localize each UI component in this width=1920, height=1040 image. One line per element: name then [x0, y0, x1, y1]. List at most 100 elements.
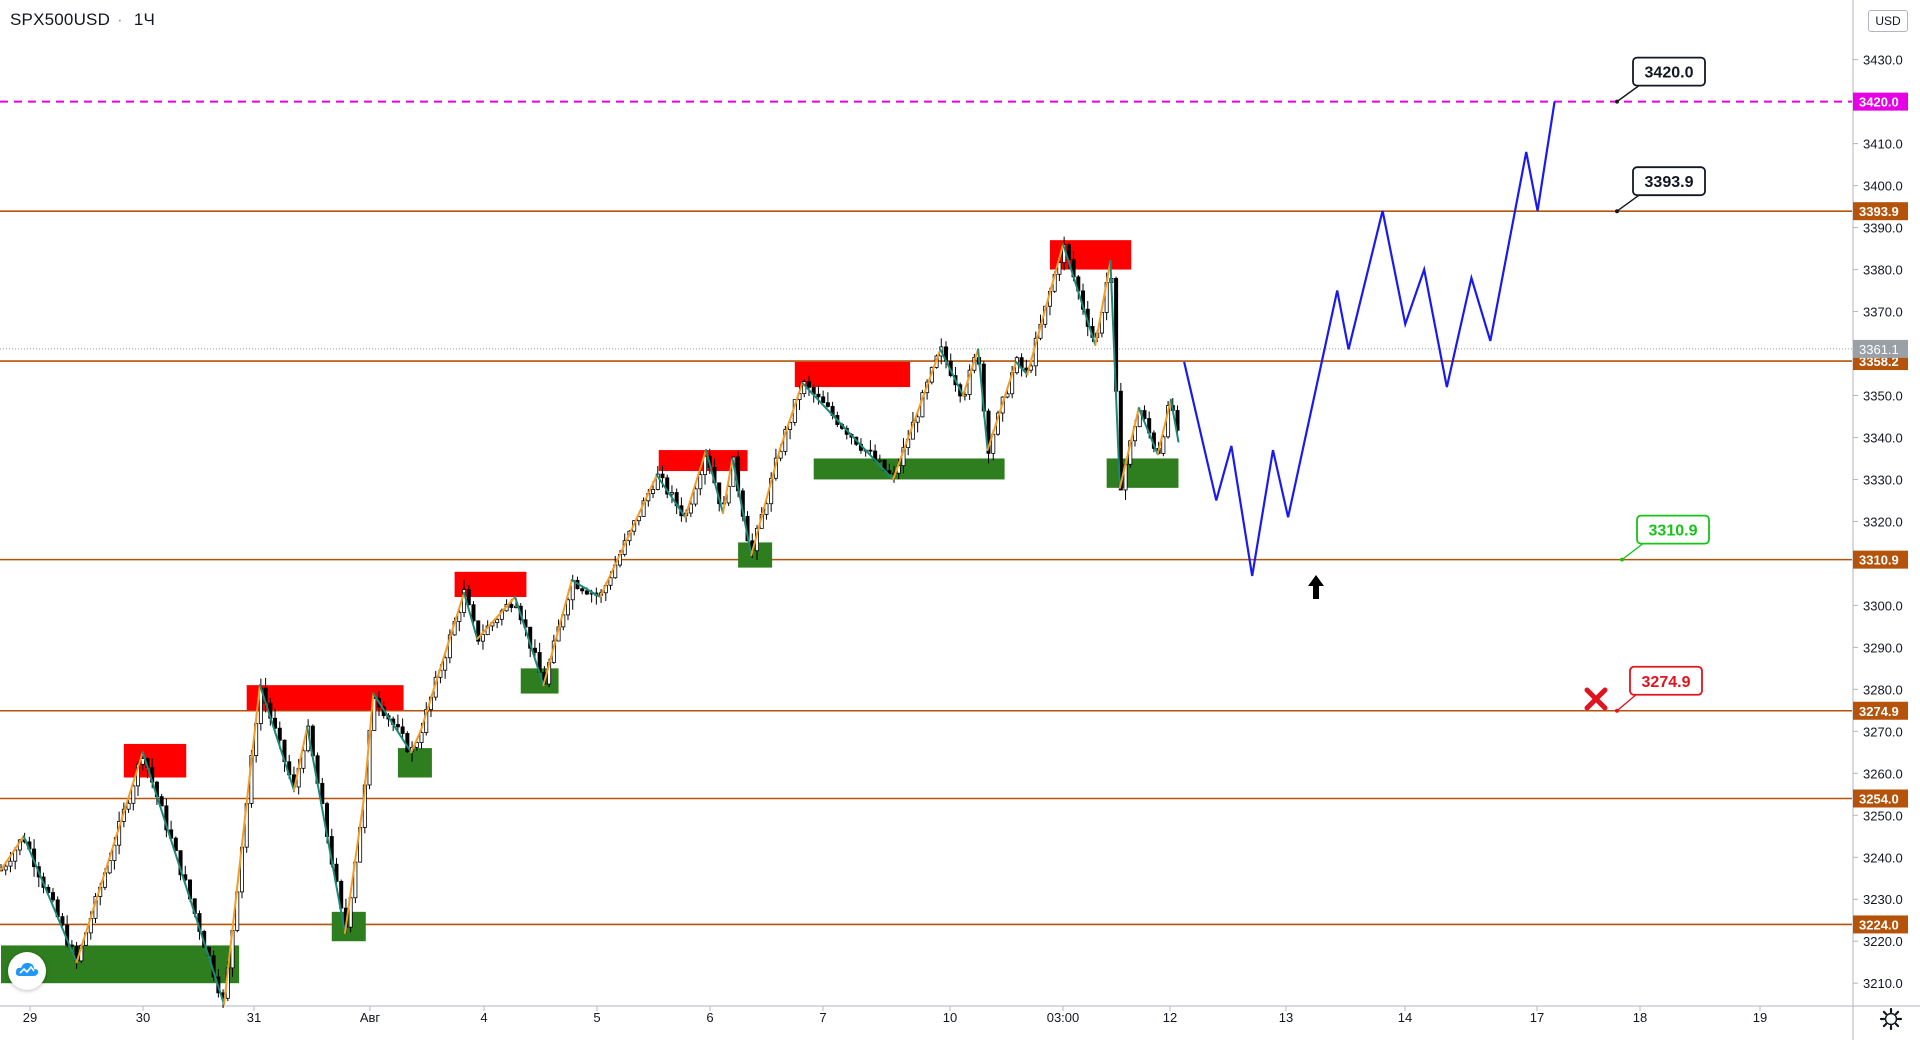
zigzag-down-leg [372, 692, 413, 754]
time-tick-label: 4 [480, 1010, 487, 1025]
candle-body [868, 449, 873, 452]
candle-body [566, 599, 571, 616]
price-tick-label: 3210.0 [1863, 976, 1903, 991]
cross-icon-graphic [1584, 687, 1608, 711]
price-tick-label: 3250.0 [1863, 808, 1903, 823]
candle-body [669, 492, 674, 495]
level-price-tag-label: 3420.0 [1859, 95, 1899, 110]
zigzag-up-leg [721, 457, 734, 515]
time-tick-label: 31 [247, 1010, 261, 1025]
candle-body [320, 782, 325, 805]
candle-body [419, 732, 424, 743]
candle-body [651, 489, 656, 494]
price-tick-label: 3270.0 [1863, 724, 1903, 739]
level-price-tag [1853, 915, 1908, 934]
zigzag-down-leg [22, 835, 78, 964]
candle-body [509, 604, 514, 608]
candle-body [665, 477, 670, 495]
candle-body [126, 802, 131, 810]
zigzag-up-leg [1156, 398, 1172, 456]
candle-body [580, 588, 585, 592]
up-arrow-icon [1305, 572, 1327, 602]
time-tick-label: 29 [23, 1010, 37, 1025]
zigzag-up-leg [892, 348, 942, 481]
callout-label: 3420.0 [1645, 65, 1694, 82]
timeframe-label: 1Ч [133, 10, 156, 29]
gear-icon-graphic [1879, 1007, 1903, 1031]
zigzag-up-leg [362, 692, 375, 800]
zigzag-down-leg [1062, 243, 1097, 347]
candle-body [532, 647, 537, 653]
zigzag-down-leg [655, 474, 687, 519]
candle-body [915, 416, 920, 423]
candle-body [1024, 367, 1029, 371]
callout-label: 3310.9 [1649, 523, 1698, 540]
currency-button[interactable]: USD [1868, 10, 1908, 32]
candle-body [140, 758, 145, 765]
price-tick-label: 3230.0 [1863, 892, 1903, 907]
zigzag-up-leg [419, 591, 466, 733]
up-arrow-graphic [1308, 575, 1324, 599]
callout-box [1636, 514, 1710, 545]
time-tick-label: 12 [1163, 1010, 1177, 1025]
candle-body [655, 473, 660, 490]
time-tick-label: Авг [360, 1010, 381, 1025]
forecast-path [1183, 101, 1556, 577]
level-price-tag [1853, 550, 1908, 569]
callout-box [1629, 665, 1703, 696]
candle-body [584, 590, 589, 595]
zigzag-up-leg [962, 348, 980, 397]
candle-body [400, 726, 405, 734]
zigzag-down-leg [141, 751, 226, 1006]
price-tick-label: 3430.0 [1863, 53, 1903, 68]
zigzag-up-leg [1094, 260, 1112, 347]
candle-body [660, 473, 665, 479]
zigzag-up-leg [75, 751, 144, 964]
support-zone [1106, 458, 1179, 488]
candle-body [443, 657, 448, 671]
level-price-tag-label: 3393.9 [1859, 204, 1899, 219]
time-tick-label: 19 [1753, 1010, 1767, 1025]
time-tick-label: 13 [1279, 1010, 1293, 1025]
level-price-tag-label: 3310.9 [1859, 553, 1899, 568]
candle-body [273, 717, 278, 729]
zigzag-down-leg [731, 457, 753, 557]
callout-leader [1621, 543, 1644, 561]
candle-body [50, 892, 55, 901]
cross-icon [1582, 685, 1610, 713]
candle-body [8, 860, 13, 867]
callout-box [1632, 56, 1706, 87]
zigzag-up-leg [542, 579, 573, 687]
support-zone [397, 748, 432, 778]
zigzag-down-leg [704, 449, 724, 515]
candle-body [608, 577, 613, 586]
level-price-tag-label: 3224.0 [1859, 917, 1899, 932]
callout-label: 3274.9 [1642, 674, 1691, 691]
symbol-title: SPX500USD · 1Ч [10, 10, 155, 30]
symbol-name: SPX500USD [10, 10, 111, 29]
support-zone [813, 458, 1005, 480]
resistance-zone [794, 361, 911, 388]
candle-body [277, 727, 282, 741]
time-tick-label: 17 [1530, 1010, 1544, 1025]
zigzag-down-leg [463, 591, 479, 640]
price-tick-label: 3280.0 [1863, 682, 1903, 697]
callout-leader [1616, 694, 1637, 712]
zigzag-up-leg [778, 381, 804, 452]
price-tick-label: 3220.0 [1863, 934, 1903, 949]
tradingview-cloud-icon[interactable] [8, 952, 46, 990]
candle-body [986, 410, 991, 454]
gear-icon[interactable] [1876, 1004, 1906, 1034]
zigzag-up-leg [599, 474, 658, 598]
current-price-tag [1853, 339, 1908, 358]
zigzag-up-leg [986, 360, 1017, 452]
candle-body [466, 589, 471, 606]
candle-body [173, 837, 178, 852]
candle-body [131, 785, 136, 804]
candle-body [1175, 410, 1180, 431]
time-tick-label: 7 [819, 1010, 826, 1025]
level-price-tag-label: 3274.9 [1859, 704, 1899, 719]
candle-body [887, 470, 892, 475]
